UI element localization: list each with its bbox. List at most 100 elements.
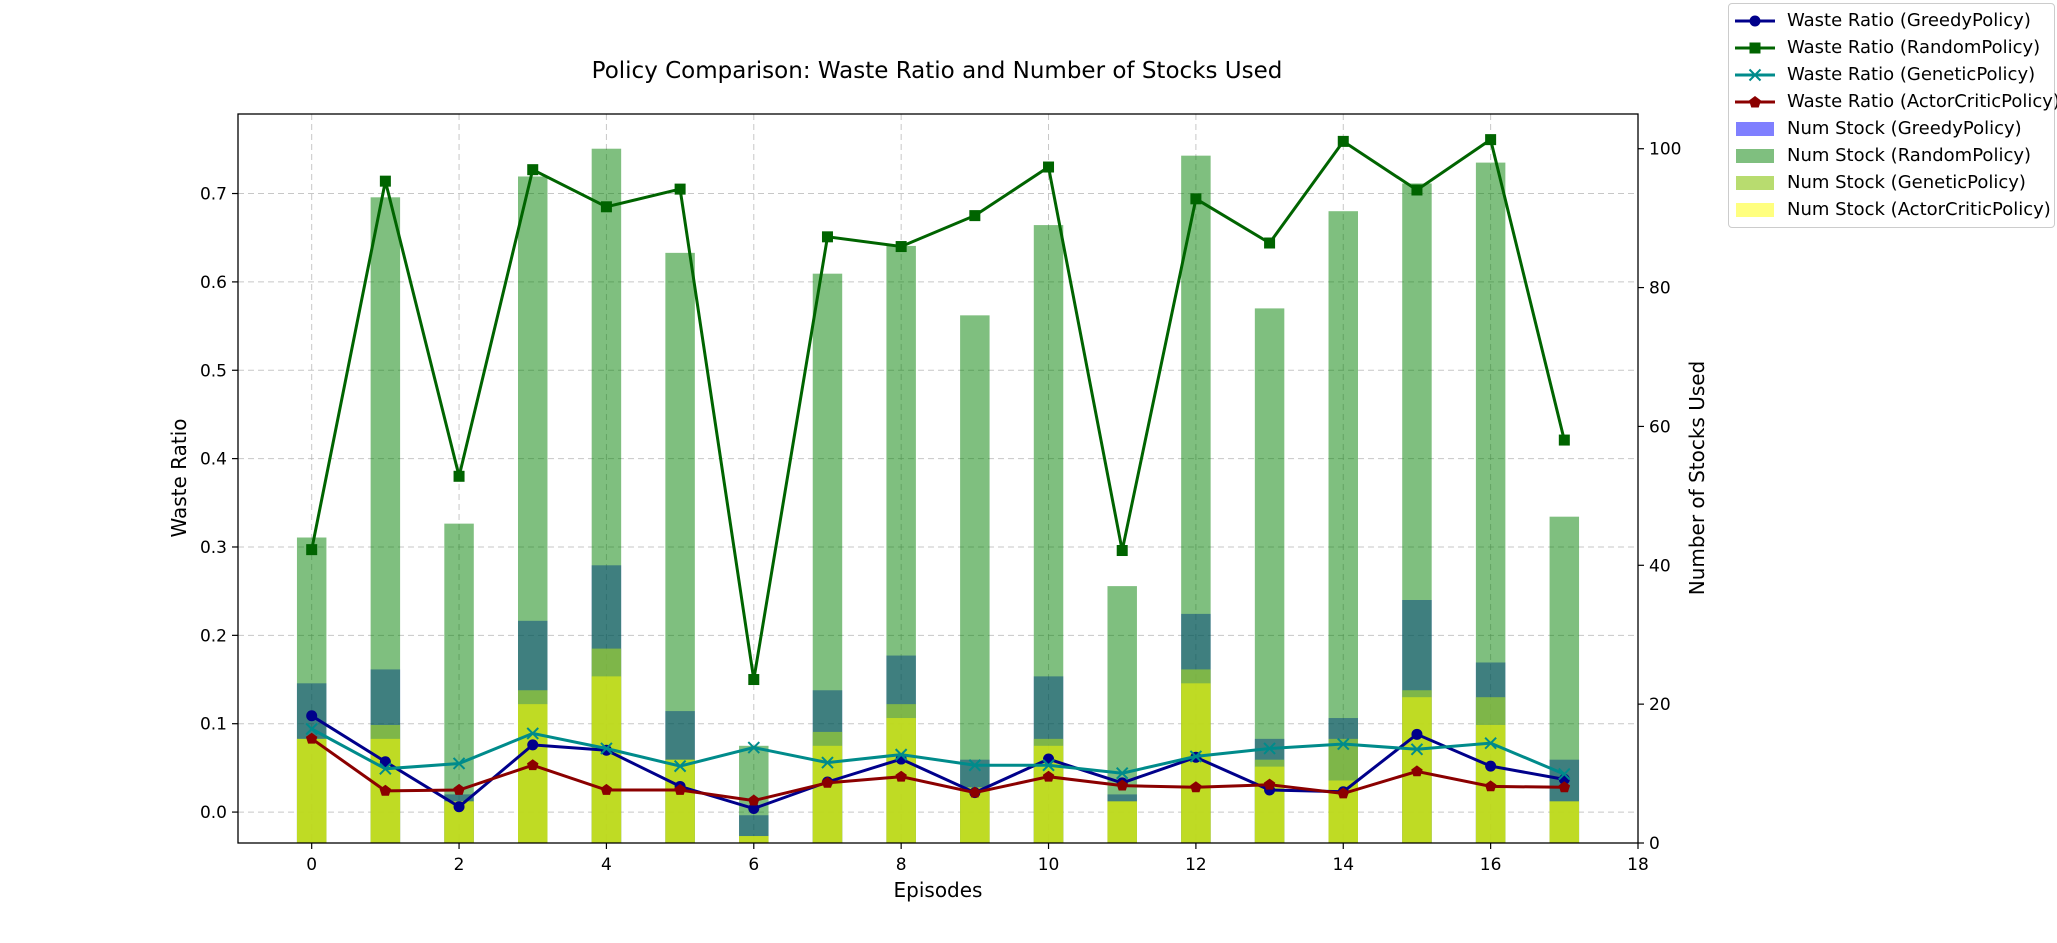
y-tick-label: 0.7 (200, 185, 227, 205)
point-waste-ratio-actorcriticpolicy (969, 786, 981, 798)
legend-label: Waste Ratio (RandomPolicy) (1787, 37, 2041, 58)
bar-num-stock-actorcriticpolicy (739, 836, 769, 843)
line-waste-ratio-actorcriticpolicy (310, 737, 1565, 803)
bar-num-stock-actorcriticpolicy (518, 704, 548, 843)
legend-item: Num Stock (GreedyPolicy) (1729, 115, 2054, 142)
bar-num-stock-randompolicy (960, 315, 990, 843)
point-waste-ratio-greedypolicy (527, 739, 539, 751)
point-waste-ratio-randompolicy (600, 201, 612, 213)
point-waste-ratio-actorcriticpolicy (674, 783, 686, 795)
x-axis-label: Episodes (894, 878, 983, 902)
y-right-tick-label: 20 (1649, 695, 1671, 715)
bar-num-stock-randompolicy (1328, 211, 1358, 843)
bar-num-stock-randompolicy (1549, 516, 1580, 843)
legend-item: Waste Ratio (RandomPolicy) (1729, 34, 2054, 61)
point-waste-ratio-greedypolicy (306, 710, 318, 722)
line-waste-ratio-geneticpolicy (310, 727, 1565, 776)
line-waste-ratio-randompolicy (310, 137, 1566, 680)
point-waste-ratio-geneticpolicy (1410, 743, 1424, 756)
legend-label: Waste Ratio (ActorCriticPolicy) (1787, 91, 2057, 112)
legend-label: Num Stock (GeneticPolicy) (1787, 172, 2026, 193)
y-tick-label: 0.4 (200, 450, 227, 470)
y-tick-label: 0.0 (200, 803, 227, 823)
line-waste-ratio-greedypolicy (310, 714, 1565, 811)
legend-label: Num Stock (ActorCriticPolicy) (1787, 199, 2051, 220)
y-tick-label: 0.1 (200, 715, 227, 735)
point-waste-ratio-randompolicy (895, 241, 907, 253)
point-waste-ratio-randompolicy (1485, 134, 1497, 146)
point-waste-ratio-greedypolicy (1485, 760, 1497, 772)
point-waste-ratio-geneticpolicy (1116, 766, 1129, 780)
point-waste-ratio-geneticpolicy (1558, 767, 1571, 781)
point-waste-ratio-geneticpolicy (1042, 759, 1055, 772)
point-waste-ratio-actorcriticpolicy (895, 770, 907, 782)
point-waste-ratio-randompolicy (748, 674, 760, 686)
bar-num-stock-randompolicy (739, 745, 769, 843)
x-tick-label: 6 (748, 855, 759, 875)
legend-swatch (1735, 38, 1775, 58)
y-right-tick-label: 60 (1649, 417, 1671, 437)
point-waste-ratio-actorcriticpolicy (1411, 765, 1423, 777)
point-waste-ratio-actorcriticpolicy (1337, 787, 1349, 799)
point-waste-ratio-randompolicy (1337, 135, 1349, 147)
point-waste-ratio-geneticpolicy (1484, 736, 1497, 750)
bar-num-stock-actorcriticpolicy (1549, 801, 1580, 843)
point-waste-ratio-geneticpolicy (526, 727, 539, 740)
point-waste-ratio-randompolicy (379, 175, 391, 187)
point-waste-ratio-greedypolicy (748, 803, 760, 815)
y-axis-right-label: Number of Stocks Used (1685, 361, 1709, 596)
y-tick-label: 0.3 (200, 538, 227, 558)
point-waste-ratio-randompolicy (1411, 184, 1423, 196)
axes: 0 2 4 6 8 10 12 14 16 18 0.0 0.1 0.2 0.3 0.4 0.5 0.6 0.7 0… (200, 140, 1682, 875)
x-tick-label: 4 (601, 855, 612, 875)
point-waste-ratio-geneticpolicy (379, 762, 392, 775)
legend-swatch (1735, 146, 1775, 166)
point-waste-ratio-geneticpolicy (894, 748, 908, 761)
y-tick-label: 0.5 (200, 361, 227, 381)
point-waste-ratio-actorcriticpolicy (1116, 779, 1128, 791)
legend-swatch (1735, 11, 1775, 31)
point-waste-ratio-actorcriticpolicy (527, 759, 539, 771)
y-right-tick-label: 100 (1649, 140, 1681, 160)
point-waste-ratio-randompolicy (306, 544, 318, 556)
point-waste-ratio-geneticpolicy (968, 759, 982, 772)
point-waste-ratio-actorcriticpolicy (305, 732, 318, 744)
x-tick-label: 8 (896, 855, 907, 875)
legend-label: Num Stock (GreedyPolicy) (1787, 118, 2022, 139)
bar-num-stock-actorcriticpolicy (591, 676, 622, 843)
bar-num-stock-randompolicy (665, 252, 695, 843)
point-waste-ratio-randompolicy (1043, 161, 1055, 173)
point-waste-ratio-randompolicy (969, 210, 981, 222)
bar-num-stock-actorcriticpolicy (665, 759, 695, 843)
x-tick-label: 16 (1480, 855, 1502, 875)
point-waste-ratio-actorcriticpolicy (600, 783, 613, 795)
point-waste-ratio-actorcriticpolicy (1042, 770, 1055, 782)
y-right-tick-label: 80 (1649, 279, 1671, 299)
lines (305, 134, 1571, 815)
legend-swatch (1735, 92, 1775, 112)
bar-num-stock-randompolicy (1254, 308, 1285, 843)
point-waste-ratio-actorcriticpolicy (748, 794, 760, 806)
point-waste-ratio-greedypolicy (379, 756, 391, 768)
x-tick-label: 14 (1332, 855, 1354, 875)
legend-swatch (1735, 200, 1775, 220)
y-right-tick-label: 40 (1649, 556, 1671, 576)
x-tick-label: 12 (1185, 855, 1207, 875)
point-waste-ratio-geneticpolicy (452, 757, 466, 770)
legend-label: Num Stock (RandomPolicy) (1787, 145, 2032, 166)
bar-num-stock-randompolicy (444, 523, 474, 843)
point-waste-ratio-geneticpolicy (821, 756, 834, 769)
point-waste-ratio-actorcriticpolicy (453, 783, 465, 795)
chart-title: Policy Comparison: Waste Ratio and Numbe… (592, 58, 1283, 84)
legend-label: Waste Ratio (GeneticPolicy) (1787, 64, 2036, 85)
legend-label: Waste Ratio (GreedyPolicy) (1787, 10, 2031, 31)
x-tick-label: 10 (1038, 855, 1060, 875)
legend-item: Waste Ratio (ActorCriticPolicy) (1729, 88, 2057, 115)
x-tick-label: 18 (1627, 855, 1649, 875)
point-waste-ratio-randompolicy (453, 470, 465, 482)
bar-num-stock-randompolicy (1107, 586, 1137, 843)
point-waste-ratio-actorcriticpolicy (1484, 780, 1497, 792)
bars (296, 148, 1580, 844)
x-tick-label: 2 (454, 855, 465, 875)
